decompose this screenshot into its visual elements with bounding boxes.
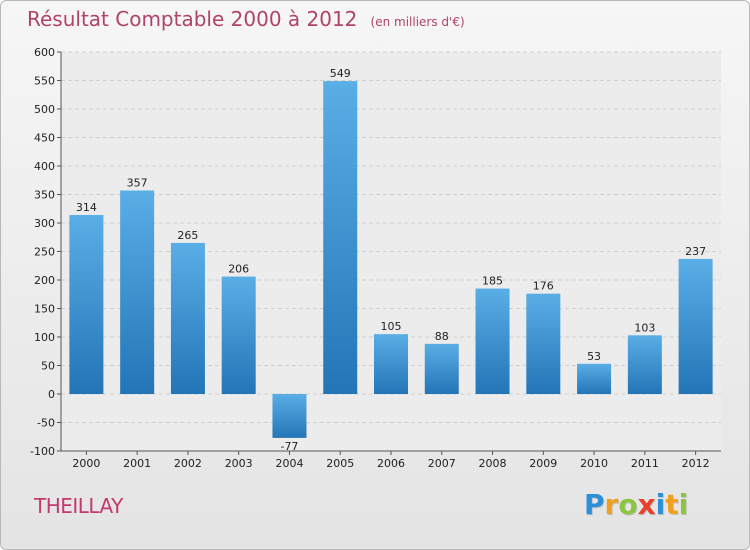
- logo-letter: P: [584, 488, 605, 521]
- x-tick-label: 2008: [479, 457, 507, 470]
- x-tick-label: 2011: [631, 457, 659, 470]
- bar: [170, 242, 205, 394]
- y-tick-label: 500: [34, 103, 55, 116]
- x-tick-label: 2002: [174, 457, 202, 470]
- proxiti-logo: Proxiti: [584, 488, 688, 521]
- logo-letter: i: [655, 488, 666, 521]
- bar: [678, 258, 713, 394]
- commune-name: THEILLAY: [34, 494, 123, 518]
- chart-title-main: Résultat Comptable 2000 à 2012: [27, 7, 358, 31]
- data-label: 549: [330, 67, 351, 80]
- logo-letter: r: [604, 488, 619, 521]
- y-tick-label: -50: [37, 417, 55, 430]
- y-tick-label: 250: [34, 246, 55, 259]
- data-label: 53: [587, 350, 601, 363]
- y-tick-label: 450: [34, 132, 55, 145]
- bar: [475, 288, 510, 394]
- chart-title: Résultat Comptable 2000 à 2012 (en milli…: [27, 7, 465, 31]
- data-label: 105: [381, 320, 402, 333]
- y-tick-label: 350: [34, 189, 55, 202]
- data-label: 103: [634, 321, 655, 334]
- x-tick-label: 2005: [326, 457, 354, 470]
- y-tick-label: 50: [41, 360, 55, 373]
- data-label: 185: [482, 275, 503, 288]
- bar: [627, 335, 662, 394]
- x-tick-label: 2012: [682, 457, 710, 470]
- x-tick-label: 2001: [123, 457, 151, 470]
- y-tick-label: 600: [34, 46, 55, 59]
- bar: [323, 81, 358, 394]
- bar: [120, 190, 155, 394]
- data-label: 206: [228, 263, 249, 276]
- y-tick-label: 0: [48, 388, 55, 401]
- x-tick-label: 2004: [275, 457, 303, 470]
- data-label: 265: [177, 229, 198, 242]
- x-tick-label: 2000: [72, 457, 100, 470]
- bar: [424, 343, 459, 394]
- data-label: -77: [280, 440, 298, 453]
- y-tick-label: 150: [34, 303, 55, 316]
- data-label: 237: [685, 245, 706, 258]
- chart-title-unit: (en milliers d'€): [370, 15, 465, 29]
- y-tick-label: 550: [34, 75, 55, 88]
- data-label: 176: [533, 280, 554, 293]
- data-label: 88: [435, 330, 449, 343]
- bar: [272, 394, 307, 438]
- x-tick-label: 2007: [428, 457, 456, 470]
- bar: [374, 334, 408, 394]
- y-tick-label: -100: [30, 445, 55, 458]
- logo-letter: t: [665, 488, 679, 521]
- bar: [577, 363, 612, 394]
- bar: [221, 276, 256, 394]
- bar: [69, 215, 104, 394]
- data-label: 357: [127, 177, 148, 190]
- y-tick-label: 400: [34, 160, 55, 173]
- x-tick-label: 2006: [377, 457, 405, 470]
- y-tick-label: 200: [34, 274, 55, 287]
- bar: [526, 293, 561, 394]
- y-tick-label: 300: [34, 217, 55, 230]
- logo-letter: o: [618, 488, 638, 521]
- y-tick-label: 100: [34, 331, 55, 344]
- x-tick-label: 2010: [580, 457, 608, 470]
- x-tick-label: 2009: [529, 457, 557, 470]
- data-label: 314: [76, 201, 97, 214]
- logo-letter: i: [678, 488, 689, 521]
- logo-letter: x: [637, 488, 656, 521]
- x-tick-label: 2003: [225, 457, 253, 470]
